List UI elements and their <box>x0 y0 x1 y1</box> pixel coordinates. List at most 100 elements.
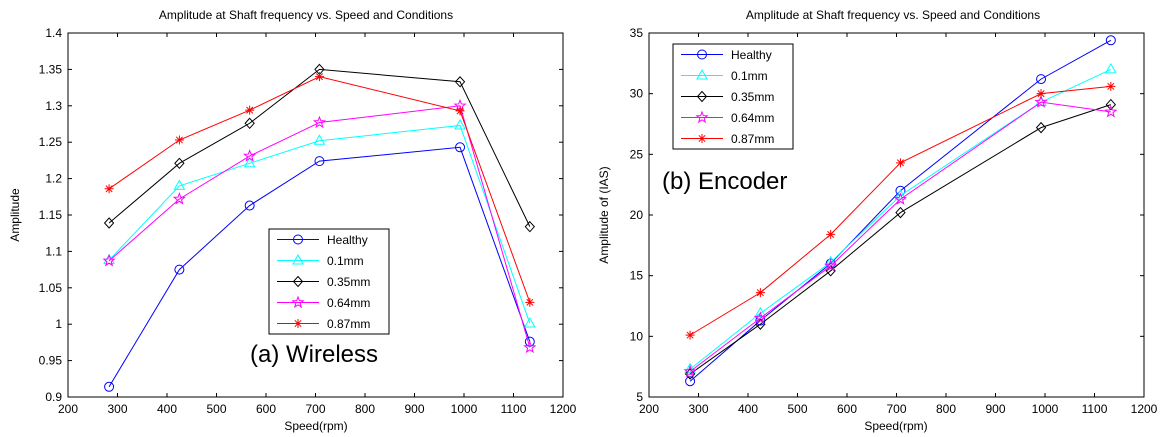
legend-marker <box>292 253 304 265</box>
data-point-pentagram <box>243 149 257 162</box>
data-point-diamond <box>103 217 115 229</box>
x-tick-label: 1000 <box>451 402 478 416</box>
legend-entry: Healthy <box>277 233 368 247</box>
data-point-triangle <box>684 362 696 374</box>
x-tick-label: 200 <box>58 402 78 416</box>
data-point-asterisk <box>1106 81 1116 91</box>
x-tick-label: 1100 <box>1082 402 1108 416</box>
series-healthy <box>104 142 535 392</box>
data-point-circle <box>244 200 255 211</box>
data-point-triangle <box>243 156 256 168</box>
series-0-87mm <box>104 72 535 307</box>
x-tick-label: 1200 <box>1131 402 1158 416</box>
legend-label: 0.1mm <box>731 69 768 83</box>
legend-marker <box>697 49 707 60</box>
series-line <box>108 124 531 324</box>
legend-label: 0.87mm <box>327 317 370 331</box>
data-point-asterisk <box>525 297 535 307</box>
x-tick-label: 1000 <box>1032 402 1059 416</box>
data-point-triangle <box>1104 62 1117 74</box>
data-point-pentagram <box>1104 104 1118 118</box>
legend-entry: 0.87mm <box>681 132 774 146</box>
legend-label: 0.87mm <box>731 132 774 146</box>
data-point-asterisk <box>174 135 184 145</box>
series-layer <box>102 63 537 392</box>
legend-entry: 0.64mm <box>277 295 370 310</box>
data-point-pentagram <box>893 192 908 205</box>
data-point-pentagram <box>523 340 537 354</box>
panel-annotation: (a) Wireless <box>250 341 378 368</box>
data-point-triangle <box>523 316 536 328</box>
y-axis-label: Amplitude of (IAS) <box>597 166 611 263</box>
data-point-pentagram <box>753 311 767 324</box>
data-point-asterisk <box>455 106 465 116</box>
data-point-pentagram <box>683 364 697 378</box>
data-point-pentagram <box>312 115 327 129</box>
legend-entry: 0.64mm <box>681 110 774 125</box>
y-tick-label: 35 <box>630 26 644 40</box>
data-point-triangle <box>1035 95 1047 107</box>
legend-marker <box>696 68 708 80</box>
legend-label: 0.35mm <box>327 275 370 289</box>
x-axis-label: Speed(rpm) <box>864 419 927 433</box>
data-point-diamond <box>895 206 906 219</box>
data-point-triangle <box>173 179 186 190</box>
series-line <box>689 39 1112 382</box>
y-tick-label: 1.2 <box>45 172 62 186</box>
x-tick-label: 1100 <box>501 402 527 416</box>
y-tick-label: 1.35 <box>39 62 63 76</box>
x-tick-label: 500 <box>787 402 807 416</box>
legend-marker <box>293 319 303 328</box>
data-point-circle <box>1036 74 1047 85</box>
legend-marker <box>292 275 304 288</box>
series-0-64mm <box>683 95 1118 378</box>
data-point-diamond <box>454 76 466 88</box>
data-point-circle <box>174 264 185 275</box>
legend-marker <box>697 134 707 143</box>
data-point-asterisk <box>245 105 255 115</box>
y-axis-label: Amplitude <box>8 188 22 242</box>
legend-entry: 0.87mm <box>277 317 370 331</box>
data-point-pentagram <box>1034 95 1048 108</box>
data-point-asterisk <box>895 158 905 168</box>
y-ticks: 0.9 0.95 1 1.05 1.1 1.15 1.2 1.25 1.3 1.35 1.4 <box>39 26 563 404</box>
legend-marker <box>291 295 305 309</box>
series-line <box>108 146 531 388</box>
legend-entry: 0.1mm <box>277 253 364 268</box>
data-point-circle <box>685 376 696 387</box>
data-point-diamond <box>684 368 696 380</box>
series-layer <box>683 35 1118 387</box>
series-line <box>108 68 531 227</box>
legend-entry: 0.35mm <box>681 90 774 104</box>
y-tick-label: 30 <box>630 87 644 101</box>
data-point-diamond <box>244 117 255 130</box>
x-tick-label: 200 <box>639 402 659 416</box>
x-ticks: 200 300 400 500 600 700 800 900 1000 1100 1200 <box>639 33 1158 416</box>
series-line <box>689 68 1112 370</box>
y-tick-label: 1.1 <box>45 244 62 258</box>
data-point-pentagram <box>824 259 838 272</box>
x-tick-label: 300 <box>688 402 708 416</box>
y-tick-label: 1.3 <box>45 99 62 113</box>
y-tick-label: 25 <box>630 147 644 161</box>
x-ticks: 200 300 400 500 600 700 800 900 1000 1100 1200 <box>58 33 577 416</box>
y-tick-label: 0.95 <box>39 354 63 368</box>
data-point-circle <box>1105 35 1116 46</box>
legend-entry: 0.35mm <box>277 275 370 289</box>
series-0-64mm <box>102 98 537 354</box>
series-line <box>108 105 531 348</box>
data-point-triangle <box>313 134 326 145</box>
x-tick-label: 300 <box>107 402 127 416</box>
data-point-circle <box>314 156 325 167</box>
legend-marker <box>696 90 708 103</box>
data-point-diamond <box>1035 121 1047 134</box>
x-tick-label: 1200 <box>550 402 577 416</box>
chart-panel-encoder: Amplitude at Shaft frequency vs. Speed a… <box>597 8 1158 433</box>
data-point-asterisk <box>104 184 114 194</box>
y-tick-label: 15 <box>630 269 644 283</box>
data-point-diamond <box>524 220 536 233</box>
y-tick-label: 20 <box>630 208 644 222</box>
legend-entry: Healthy <box>681 48 772 62</box>
x-tick-label: 600 <box>256 402 276 416</box>
series-line <box>689 104 1111 375</box>
